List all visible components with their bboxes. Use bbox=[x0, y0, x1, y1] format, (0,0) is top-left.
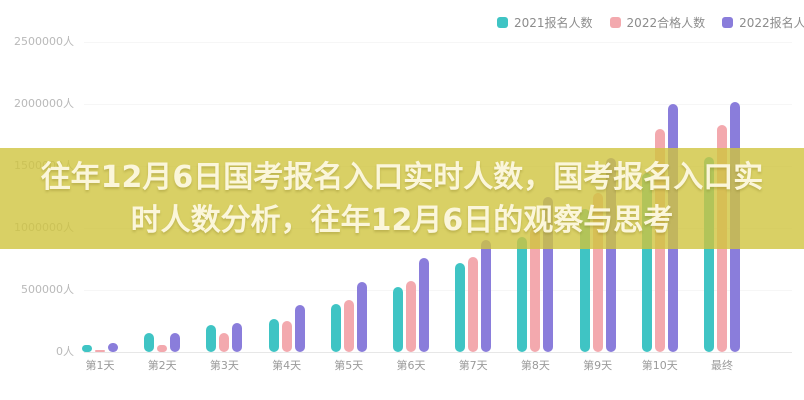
y-tick-label: 2500000人 bbox=[14, 35, 74, 48]
bar-2021报名人数-第10天 bbox=[641, 173, 652, 352]
headline-overlay-band: 往年12月6日国考报名入口实时人数，国考报名入口实 时人数分析，往年12月6日的… bbox=[0, 148, 804, 249]
bar-2022合格人数-第1天 bbox=[95, 350, 105, 352]
bar-2022报名人数-第9天 bbox=[605, 157, 616, 352]
y-tick-label: 0人 bbox=[56, 345, 74, 358]
bar-2022合格人数-第5天 bbox=[343, 299, 354, 352]
bar-2022合格人数-第7天 bbox=[468, 256, 479, 352]
grid-line bbox=[84, 290, 792, 291]
x-tick-label: 第7天 bbox=[458, 359, 488, 372]
bar-2022报名人数-第8天 bbox=[543, 197, 554, 352]
bar-2022合格人数-第2天 bbox=[157, 344, 168, 352]
x-tick-label: 第1天 bbox=[85, 359, 115, 372]
legend-item-2022-registrations[interactable]: 2022报名人数 bbox=[722, 14, 804, 31]
bar-2022报名人数-第6天 bbox=[419, 257, 429, 352]
bar-2022合格人数-第6天 bbox=[406, 280, 416, 352]
x-axis-line bbox=[84, 352, 792, 353]
bar-2021报名人数-第6天 bbox=[393, 286, 403, 352]
headline-line-1: 往年12月6日国考报名入口实时人数，国考报名入口实 bbox=[40, 159, 764, 195]
bar-2022合格人数-第9天 bbox=[592, 193, 603, 352]
y-tick-label: 2000000人 bbox=[14, 97, 74, 110]
legend-label: 2022合格人数 bbox=[626, 16, 706, 30]
x-tick-label: 第9天 bbox=[583, 359, 613, 372]
x-tick-label: 第5天 bbox=[334, 359, 364, 372]
bar-2022报名人数-第2天 bbox=[170, 332, 181, 352]
grid-line bbox=[84, 42, 792, 43]
bar-2021报名人数-最终 bbox=[704, 157, 714, 352]
x-tick-label: 第2天 bbox=[147, 359, 177, 372]
bar-2021报名人数-第4天 bbox=[268, 319, 279, 352]
y-tick-label: 500000人 bbox=[21, 283, 74, 296]
bar-2021报名人数-第1天 bbox=[82, 345, 92, 352]
bar-2022合格人数-第8天 bbox=[530, 228, 541, 352]
bar-2022报名人数-第4天 bbox=[294, 304, 305, 352]
x-tick-label: 最终 bbox=[711, 359, 733, 372]
bar-2022合格人数-第4天 bbox=[281, 321, 292, 352]
headline-line-2: 时人数分析，往年12月6日的观察与思考 bbox=[130, 202, 674, 238]
bar-2022报名人数-第5天 bbox=[356, 281, 367, 352]
grid-line bbox=[84, 104, 792, 105]
legend-swatch-purple-icon bbox=[722, 17, 734, 28]
x-tick-label: 第3天 bbox=[209, 359, 239, 372]
bar-2022报名人数-第7天 bbox=[481, 240, 492, 352]
x-tick-label: 第6天 bbox=[396, 359, 426, 372]
bar-2021报名人数-第5天 bbox=[330, 304, 341, 352]
legend-label: 2021报名人数 bbox=[514, 16, 593, 30]
x-tick-label: 第8天 bbox=[520, 359, 550, 372]
legend-item-2022-qualified[interactable]: 2022合格人数 bbox=[609, 14, 706, 31]
bar-2021报名人数-第2天 bbox=[144, 333, 155, 352]
bar-2022报名人数-第3天 bbox=[232, 323, 243, 352]
bar-2022合格人数-第3天 bbox=[219, 333, 230, 352]
bar-2021报名人数-第3天 bbox=[206, 325, 217, 352]
legend-swatch-teal-icon bbox=[497, 17, 508, 28]
legend-label: 2022报名人数 bbox=[739, 16, 804, 30]
x-tick-label: 第10天 bbox=[641, 359, 678, 372]
bar-2021报名人数-第8天 bbox=[517, 236, 528, 352]
bar-2021报名人数-第9天 bbox=[579, 209, 590, 352]
legend-item-2021-registrations[interactable]: 2021报名人数 bbox=[497, 14, 593, 31]
chart-legend: 2021报名人数 2022合格人数 2022报名人数 bbox=[497, 14, 804, 31]
legend-swatch-pink-icon bbox=[609, 17, 621, 28]
bar-2021报名人数-第7天 bbox=[455, 263, 466, 352]
bar-2022报名人数-第1天 bbox=[108, 342, 118, 352]
x-tick-label: 第4天 bbox=[272, 359, 302, 372]
